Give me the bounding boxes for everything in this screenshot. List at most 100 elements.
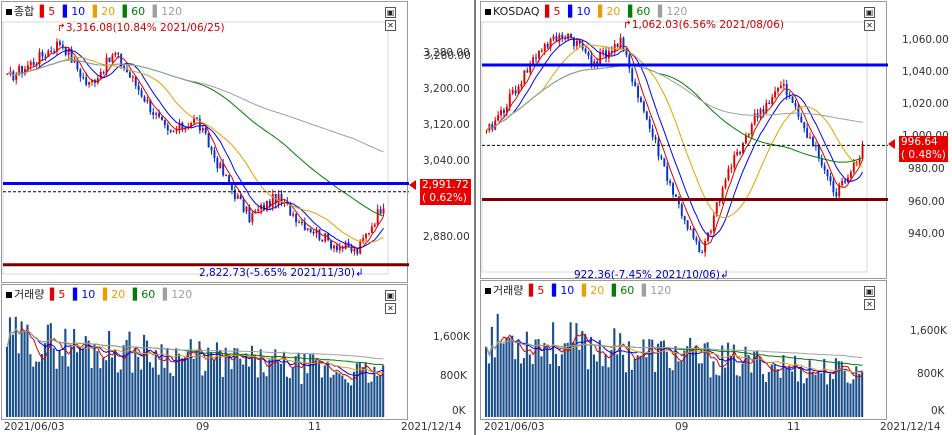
y-tick-1060: 1,060.00 [902, 34, 949, 46]
kosdaq-volume-chart[interactable]: 거래량 ▌5 ▌10 ▌20 ▌60 ▌120 ▣✕ [480, 280, 887, 420]
vma5-legend: ▌5 [49, 288, 66, 301]
candle-body [721, 187, 724, 201]
close-icon[interactable]: ✕ [864, 299, 875, 310]
candle-body [306, 228, 309, 230]
candle-body [353, 248, 356, 252]
candle-body [709, 231, 712, 233]
candle-body [251, 213, 254, 223]
candle-body [85, 77, 88, 85]
volume-bar [227, 354, 230, 417]
chart-menu-icon[interactable] [6, 291, 12, 298]
candle-body [318, 229, 321, 240]
volume-bar [96, 351, 99, 417]
kospi-price-plot[interactable] [2, 2, 409, 284]
volume-bar [604, 354, 607, 417]
candle-body [292, 214, 295, 216]
volume-bar [93, 344, 96, 417]
volume-bar [505, 337, 508, 417]
volume-bar [110, 357, 114, 417]
volume-bar [309, 353, 312, 417]
candle-body [178, 122, 181, 131]
candle-body [344, 242, 347, 249]
ma10-legend: ▌10 [62, 5, 86, 18]
maximize-icon[interactable]: ▣ [864, 7, 875, 18]
vol-tick-0k: 0K [452, 405, 466, 417]
volume-bar [105, 360, 108, 417]
candle-body [123, 65, 126, 69]
candle-body [575, 41, 578, 46]
volume-bar [633, 358, 636, 417]
close-icon[interactable]: ✕ [864, 20, 875, 31]
maximize-icon[interactable]: ▣ [385, 7, 396, 18]
vol-tick-800k: 800K [440, 370, 467, 382]
kospi-volume-plot[interactable] [2, 285, 409, 421]
high-annotation: ↱1,062.03(6.56% 2021/08/06) [623, 19, 784, 31]
candle-body [832, 181, 835, 193]
kosdaq-volume-plot[interactable] [481, 281, 888, 421]
volume-bar [598, 340, 601, 417]
candle-body [523, 70, 526, 84]
volume-bar [581, 331, 584, 417]
maximize-icon[interactable]: ▣ [864, 286, 875, 297]
volume-bar [829, 373, 832, 417]
volume-bar [487, 363, 491, 417]
candle-body [152, 112, 155, 115]
candle-body [126, 68, 128, 73]
candle-body [785, 84, 788, 96]
ma120-legend: ▌120 [657, 5, 688, 18]
x-tick-11: 11 [308, 421, 322, 433]
volume-bar [648, 339, 651, 417]
candle-body [149, 99, 152, 113]
pane-divider[interactable] [474, 0, 476, 435]
vma5-line [6, 327, 384, 380]
candle-body [599, 52, 602, 64]
kosdaq-price-legend: KOSDAQ ▌5 ▌10 ▌20 ▌60 ▌120 [483, 4, 691, 20]
candle-body [230, 183, 233, 190]
y-tick: 3,280.00 [424, 50, 471, 62]
close-icon[interactable]: ✕ [385, 20, 396, 31]
volume-bar [499, 343, 502, 417]
volume-bar [352, 371, 356, 417]
volume-bar [779, 377, 782, 417]
kosdaq-price-chart[interactable]: KOSDAQ ▌5 ▌10 ▌20 ▌60 ▌120 ▣ ✕ ↱1,062.03(… [480, 1, 888, 281]
candle-body [570, 33, 572, 38]
volume-bar [32, 366, 35, 417]
volume-bar [84, 336, 87, 417]
kospi-volume-chart[interactable]: 거래량 ▌5 ▌10 ▌20 ▌60 ▌120 ▣✕ [1, 284, 408, 420]
volume-bar [8, 317, 12, 417]
volume-bar [540, 356, 543, 417]
chart-menu-icon[interactable] [485, 8, 491, 15]
volume-bar [721, 345, 724, 417]
current-price-box: 996.64 ( 0.48%) [899, 136, 948, 162]
kosdaq-price-plot[interactable] [481, 2, 888, 280]
candle-body [561, 34, 564, 38]
kospi-price-chart[interactable]: 종합 ▌5 ▌10 ▌20 ▌60 ▌120 ▣✕ 3,280.00 ↱3,31… [1, 1, 471, 284]
x-tick-start: 2021/06/03 [4, 421, 65, 433]
volume-bar [73, 328, 76, 417]
volume-bar [572, 342, 575, 417]
maximize-icon[interactable]: ▣ [385, 290, 396, 301]
volume-bar [683, 350, 686, 417]
chart-menu-icon[interactable] [6, 8, 12, 15]
volume-bar [116, 372, 119, 417]
volume-bar [151, 367, 154, 417]
close-icon[interactable]: ✕ [385, 303, 396, 314]
chart-menu-icon[interactable] [485, 287, 491, 294]
candle-body [236, 195, 239, 199]
ma60-legend: ▌60 [627, 5, 651, 18]
volume-bar [224, 347, 227, 417]
candle-body [56, 41, 58, 52]
candle-body [502, 110, 505, 113]
low-annotation: 922.36(-7.45% 2021/10/06)↲ [574, 269, 729, 281]
volume-bar [534, 339, 537, 417]
x-tick-end: 2021/12/14 [880, 421, 941, 433]
volume-bar [674, 346, 677, 417]
candle-body [803, 122, 806, 129]
volume-bar [355, 363, 358, 417]
volume-bar [239, 358, 242, 417]
candle-body [497, 115, 500, 121]
candle-body [637, 86, 640, 98]
candle-body [779, 85, 782, 88]
volume-bar [642, 339, 645, 417]
high-marker-icon: ↱ [57, 22, 66, 34]
